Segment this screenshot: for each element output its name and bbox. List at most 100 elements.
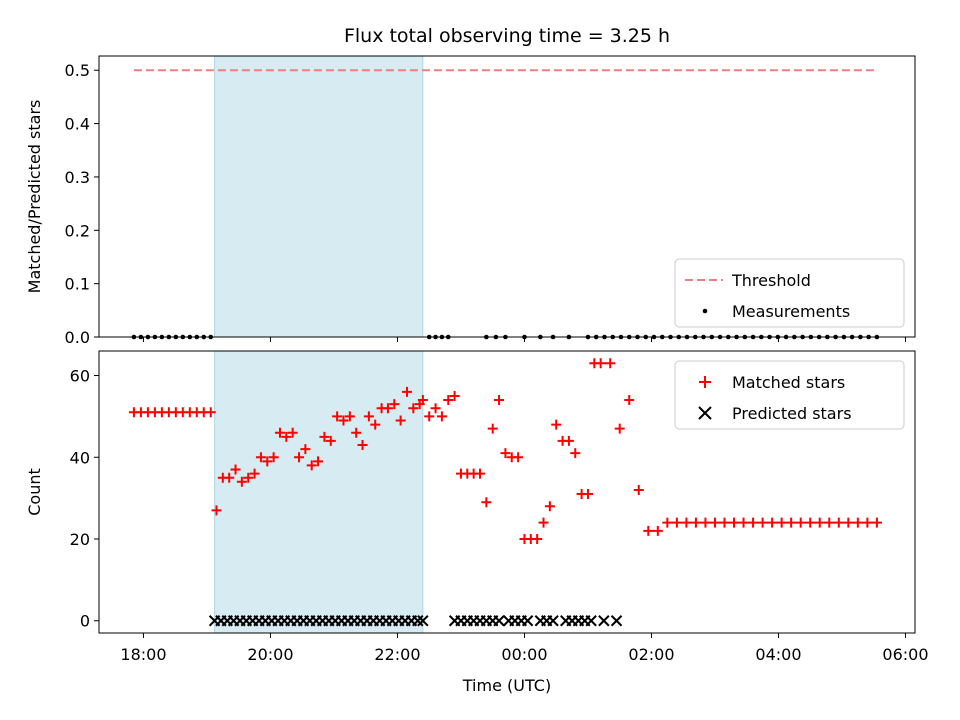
legend-swatch: [698, 406, 712, 420]
matched-stars-point: [205, 407, 216, 418]
ratio-plot-frame: [98, 55, 916, 338]
matched-stars-point: [382, 403, 393, 414]
matched-stars-point: [211, 505, 222, 516]
ratio-axis-ticks: 0.0 0.1 0.2 0.3 0.4 0.5: [65, 61, 906, 347]
ratio-legend: Threshold Measurements: [674, 258, 905, 328]
matched-stars-point: [351, 427, 362, 438]
matched-stars-point: [243, 472, 254, 483]
matched-stars-point: [824, 517, 835, 528]
matched-stars-point: [294, 452, 305, 463]
matched-stars-point: [738, 517, 749, 528]
matched-stars-point: [300, 444, 311, 455]
matched-stars-point: [833, 517, 844, 528]
y-tick-label: 0.4: [65, 115, 90, 134]
legend-label: Predicted stars: [732, 404, 852, 423]
matched-stars-point: [748, 517, 759, 528]
matched-stars-point: [363, 411, 374, 422]
x-tick-label: 00:00: [501, 645, 547, 664]
predicted-stars-point: [417, 615, 429, 627]
x-tick-label: 06:00: [882, 645, 928, 664]
legend-box: [674, 258, 905, 328]
matched-stars-point: [690, 517, 701, 528]
x-tick-label: 20:00: [247, 645, 293, 664]
matched-stars-point: [729, 517, 740, 528]
x-tick-label: 04:00: [755, 645, 801, 664]
matched-stars-point: [662, 517, 673, 528]
matched-stars-point: [449, 390, 460, 401]
matched-stars-point: [544, 501, 555, 512]
matched-stars-point: [389, 399, 400, 410]
y-tick-label: 0: [80, 612, 90, 631]
chart-title: Flux total observing time = 3.25 h: [344, 25, 670, 47]
matched-stars-point: [582, 489, 593, 500]
matched-stars-point: [719, 517, 730, 528]
predicted-stars-point: [493, 615, 505, 627]
matched-stars-point: [494, 395, 505, 406]
matched-stars-point: [532, 534, 543, 544]
matched-stars-point: [776, 517, 787, 528]
x-tick-label: 18:00: [120, 645, 166, 664]
predicted-stars-point: [412, 615, 424, 627]
matched-stars-point: [443, 395, 454, 406]
matched-stars-point: [814, 517, 825, 528]
y-tick-label: 0.0: [65, 328, 90, 347]
count-panel: 0 20 40 60 18:00 20:00 22:00 00:00 02:00 04:00 06:…: [25, 350, 929, 664]
ratio-panel: 0.0 0.1 0.2 0.3 0.4 0.5 Matched/Predicted sta…: [25, 55, 916, 347]
matched-stars-point: [805, 517, 816, 528]
y-tick-label: 60: [70, 367, 90, 386]
matched-stars-point: [230, 464, 241, 475]
observing-window-shade: [214, 350, 424, 634]
matched-stars-point: [671, 517, 682, 528]
matched-stars-point: [786, 517, 797, 528]
legend-box: [674, 360, 905, 430]
matched-stars-point: [862, 517, 873, 528]
matched-stars-point: [262, 456, 273, 467]
matched-stars-point: [249, 468, 260, 479]
matched-stars-point: [652, 525, 663, 536]
count-series: [128, 358, 882, 627]
matched-stars-point: [224, 472, 235, 483]
matched-stars-point: [306, 460, 317, 471]
y-tick-label: 0.3: [65, 168, 90, 187]
matched-stars-point: [408, 403, 419, 414]
matched-stars-point: [551, 419, 562, 430]
matched-stars-point: [319, 431, 330, 442]
y-tick-label: 0.1: [65, 275, 90, 294]
matched-stars-point: [255, 452, 266, 463]
matched-stars-point: [871, 517, 882, 528]
legend-swatch: [699, 376, 711, 388]
matched-stars-point: [563, 435, 574, 446]
matched-stars-point: [357, 440, 368, 450]
matched-stars-point: [852, 517, 863, 528]
count-legend: Matched stars Predicted stars: [674, 360, 905, 430]
legend-swatch: [702, 308, 708, 314]
y-tick-label: 0.2: [65, 221, 90, 240]
legend-label: Threshold: [731, 271, 811, 290]
matched-stars-point: [795, 517, 806, 528]
matched-stars-point: [274, 427, 285, 438]
matched-stars-point: [700, 517, 711, 528]
matched-stars-point: [268, 452, 279, 463]
matched-stars-point: [757, 517, 768, 528]
matched-stars-point: [487, 423, 498, 434]
legend-label: Measurements: [732, 302, 850, 321]
matched-stars-point: [624, 395, 635, 406]
matched-stars-point: [281, 431, 292, 442]
matched-stars-point: [595, 358, 606, 369]
matched-stars-point: [287, 427, 298, 438]
predicted-stars-point: [521, 615, 534, 627]
matched-stars-point: [236, 476, 247, 487]
count-axis-ticks: 0 20 40 60 18:00 20:00 22:00 00:00 02:00 04:00 06:…: [70, 367, 929, 664]
matched-stars-point: [370, 419, 381, 430]
matched-stars-point: [500, 448, 511, 459]
predicted-stars-point: [585, 615, 597, 627]
matched-stars-point: [325, 435, 336, 446]
matched-stars-point: [513, 452, 524, 463]
matched-stars-point: [395, 415, 406, 426]
matched-stars-point: [614, 423, 625, 434]
predicted-stars-point: [610, 615, 623, 627]
x-tick-label: 02:00: [628, 645, 674, 664]
predicted-stars-point: [547, 615, 559, 627]
matched-stars-point: [430, 403, 441, 414]
matched-stars-point: [709, 517, 720, 528]
